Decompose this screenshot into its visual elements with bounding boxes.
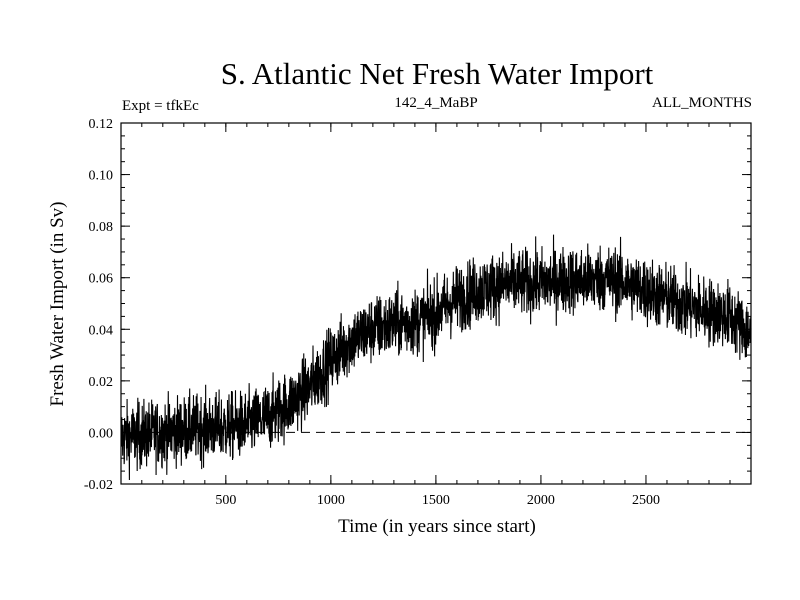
series-line: [120, 234, 752, 481]
y-tick-label: 0.02: [89, 375, 114, 390]
y-tick-label: 0.00: [89, 426, 114, 441]
y-tick-label: 0.08: [89, 220, 114, 235]
y-tick-label: 0.04: [89, 323, 114, 338]
plot-frame: [120, 122, 752, 485]
x-axis-label: Time (in years since start): [338, 516, 536, 537]
y-axis-label: Fresh Water Import (in Sv): [47, 202, 68, 407]
x-tick-label: 2500: [632, 493, 660, 508]
y-tick-label: 0.10: [89, 169, 114, 184]
chart-title: S. Atlantic Net Fresh Water Import: [221, 56, 654, 91]
y-tick-label: 0.06: [89, 272, 114, 287]
y-axis: -0.02 0.00 0.02 0.04 0.06 0.08 0.10 0.12: [84, 117, 751, 493]
x-tick-label: 500: [215, 493, 236, 508]
months-label: ALL_MONTHS: [652, 95, 752, 111]
x-axis: 500 1000 1500 2000 2500: [141, 123, 731, 508]
x-tick-label: 2000: [527, 493, 555, 508]
expt-label: Expt = tfkEc: [122, 98, 199, 114]
run-label: 142_4_MaBP: [394, 95, 477, 111]
y-tick-label: 0.12: [89, 117, 114, 132]
plot-area: [120, 234, 752, 481]
y-tick-label: -0.02: [84, 478, 113, 493]
x-tick-label: 1000: [317, 493, 345, 508]
x-tick-label: 1500: [422, 493, 450, 508]
